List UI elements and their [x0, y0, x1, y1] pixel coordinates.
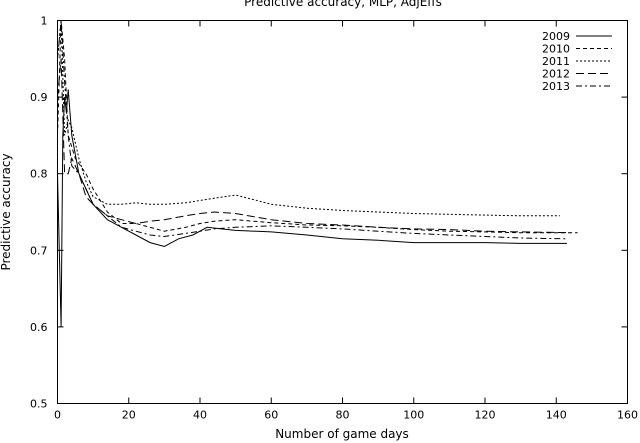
series-line-2010 — [57, 20, 578, 234]
legend-label: 2009 — [542, 30, 570, 43]
series-lines — [57, 20, 578, 327]
y-tick-label: 0.6 — [30, 321, 48, 334]
series-line-2013 — [57, 20, 567, 240]
y-tick-label: 1 — [41, 15, 48, 28]
y-tick-label: 0.9 — [30, 91, 48, 104]
y-tick-label: 0.7 — [30, 244, 48, 257]
x-tick-label: 40 — [193, 409, 207, 422]
y-axis-title: Predictive accuracy — [0, 153, 13, 270]
x-tick-label: 120 — [475, 409, 496, 422]
legend-label: 2013 — [542, 80, 570, 93]
x-tick-label: 60 — [264, 409, 278, 422]
chart-title: Predictive accuracy, MLP, AdjEffs — [244, 0, 442, 9]
y-tick-label: 0.5 — [30, 398, 48, 411]
legend-label: 2010 — [542, 43, 570, 56]
legend-label: 2012 — [542, 68, 570, 81]
legend-label: 2011 — [542, 55, 570, 68]
series-line-2009 — [57, 89, 567, 327]
x-axis-ticks: 0 20 40 60 80 100 120 140 160 — [54, 20, 638, 422]
x-axis-title: Number of game days — [275, 427, 409, 441]
x-tick-label: 160 — [617, 409, 638, 422]
x-tick-label: 0 — [54, 409, 61, 422]
x-tick-label: 80 — [336, 409, 350, 422]
x-tick-label: 100 — [403, 409, 424, 422]
series-line-2012 — [57, 58, 571, 234]
series-line-2011 — [57, 20, 560, 217]
y-axis-ticks: 0.5 0.6 0.7 0.8 0.9 1 — [30, 15, 628, 411]
x-tick-label: 140 — [546, 409, 567, 422]
x-tick-label: 20 — [122, 409, 136, 422]
y-tick-label: 0.8 — [30, 168, 48, 181]
